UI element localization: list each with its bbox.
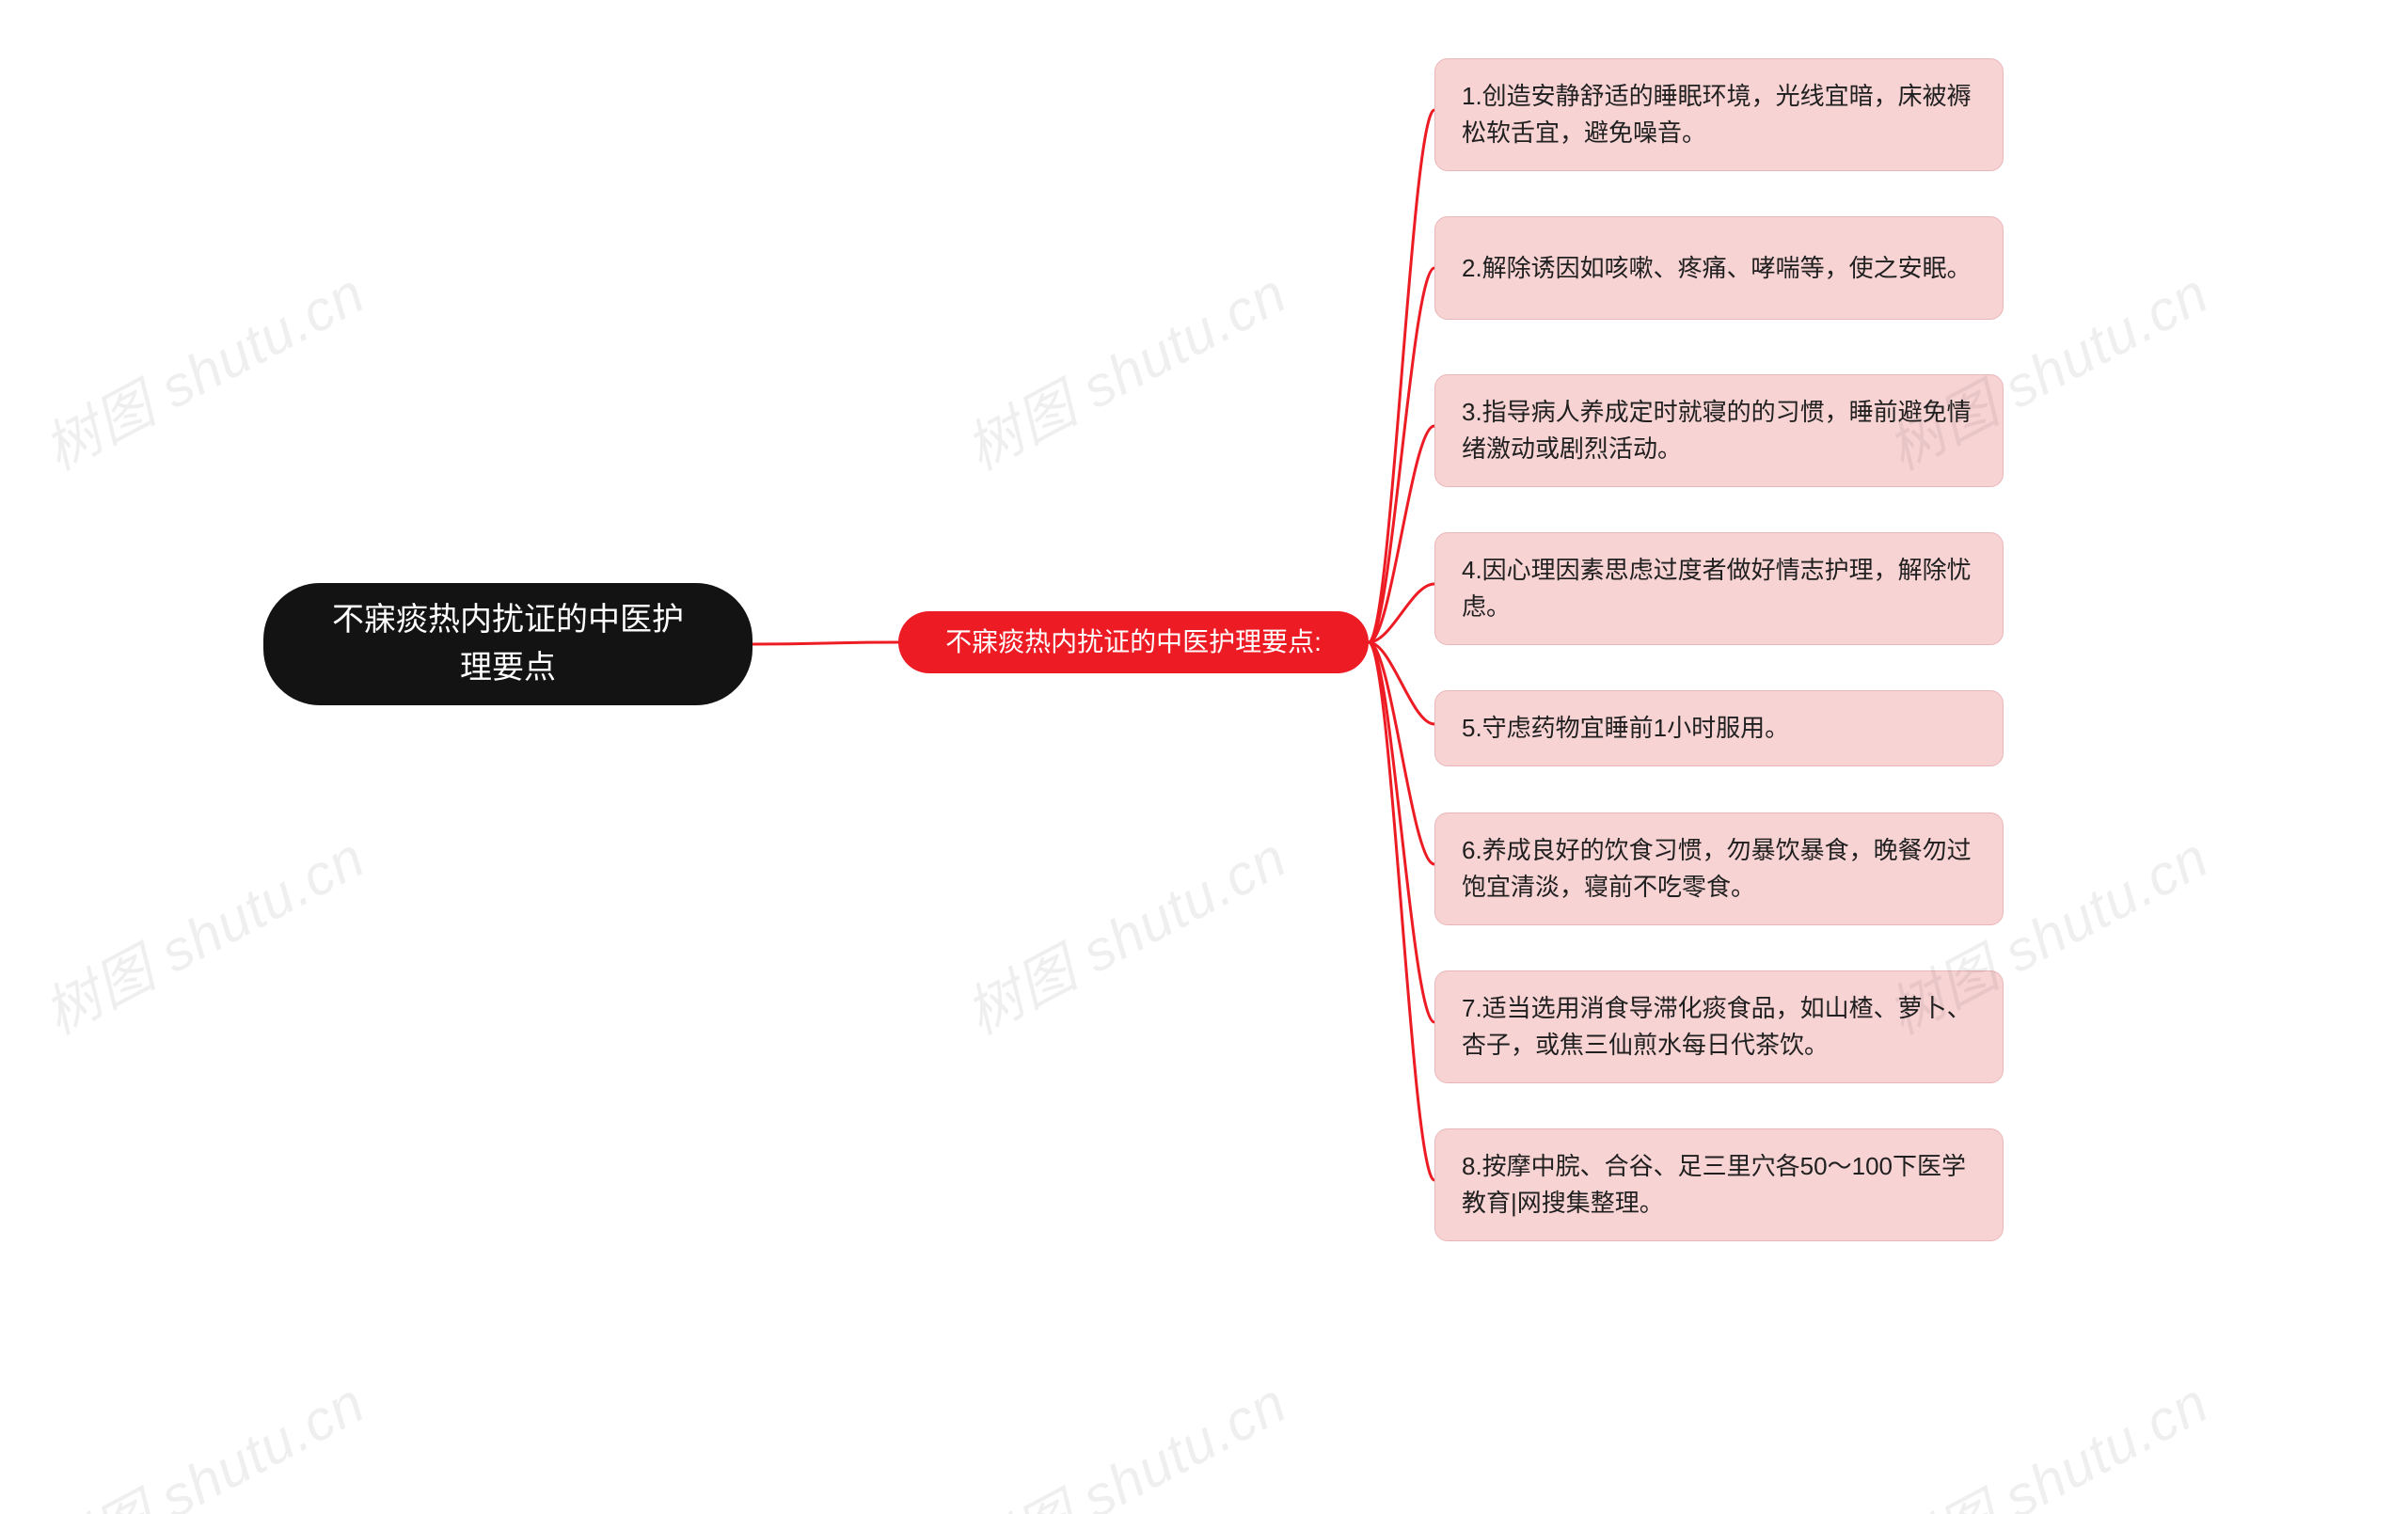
leaf-node-2[interactable]: 2.解除诱因如咳嗽、疼痛、哮喘等，使之安眠。 bbox=[1434, 216, 2004, 320]
leaf-node-5[interactable]: 5.守虑药物宜睡前1小时服用。 bbox=[1434, 690, 2004, 766]
root-node[interactable]: 不寐痰热内扰证的中医护理要点 bbox=[263, 583, 752, 705]
leaf-node-8[interactable]: 8.按摩中脘、合谷、足三里穴各50～100下医学教育|网搜集整理。 bbox=[1434, 1128, 2004, 1241]
connector-layer bbox=[0, 0, 2408, 1514]
mindmap-canvas: 不寐痰热内扰证的中医护理要点 不寐痰热内扰证的中医护理要点: 1.创造安静舒适的… bbox=[0, 0, 2408, 1514]
watermark: 树图 shutu.cn bbox=[1871, 1358, 2221, 1514]
leaf-node-4[interactable]: 4.因心理因素思虑过度者做好情志护理，解除忧虑。 bbox=[1434, 532, 2004, 645]
watermark: 树图 shutu.cn bbox=[27, 248, 377, 486]
watermark: 树图 shutu.cn bbox=[949, 812, 1299, 1050]
mid-node[interactable]: 不寐痰热内扰证的中医护理要点: bbox=[898, 611, 1369, 673]
leaf-node-1[interactable]: 1.创造安静舒适的睡眠环境，光线宜暗，床被褥松软舌宜，避免噪音。 bbox=[1434, 58, 2004, 171]
leaf-node-6[interactable]: 6.养成良好的饮食习惯，勿暴饮暴食，晚餐勿过饱宜清淡，寝前不吃零食。 bbox=[1434, 812, 2004, 925]
watermark: 树图 shutu.cn bbox=[27, 1358, 377, 1514]
leaf-node-7[interactable]: 7.适当选用消食导滞化痰食品，如山楂、萝卜、杏子，或焦三仙煎水每日代茶饮。 bbox=[1434, 970, 2004, 1083]
watermark: 树图 shutu.cn bbox=[949, 248, 1299, 486]
watermark: 树图 shutu.cn bbox=[27, 812, 377, 1050]
leaf-node-3[interactable]: 3.指导病人养成定时就寝的的习惯，睡前避免情绪激动或剧烈活动。 bbox=[1434, 374, 2004, 487]
watermark: 树图 shutu.cn bbox=[949, 1358, 1299, 1514]
